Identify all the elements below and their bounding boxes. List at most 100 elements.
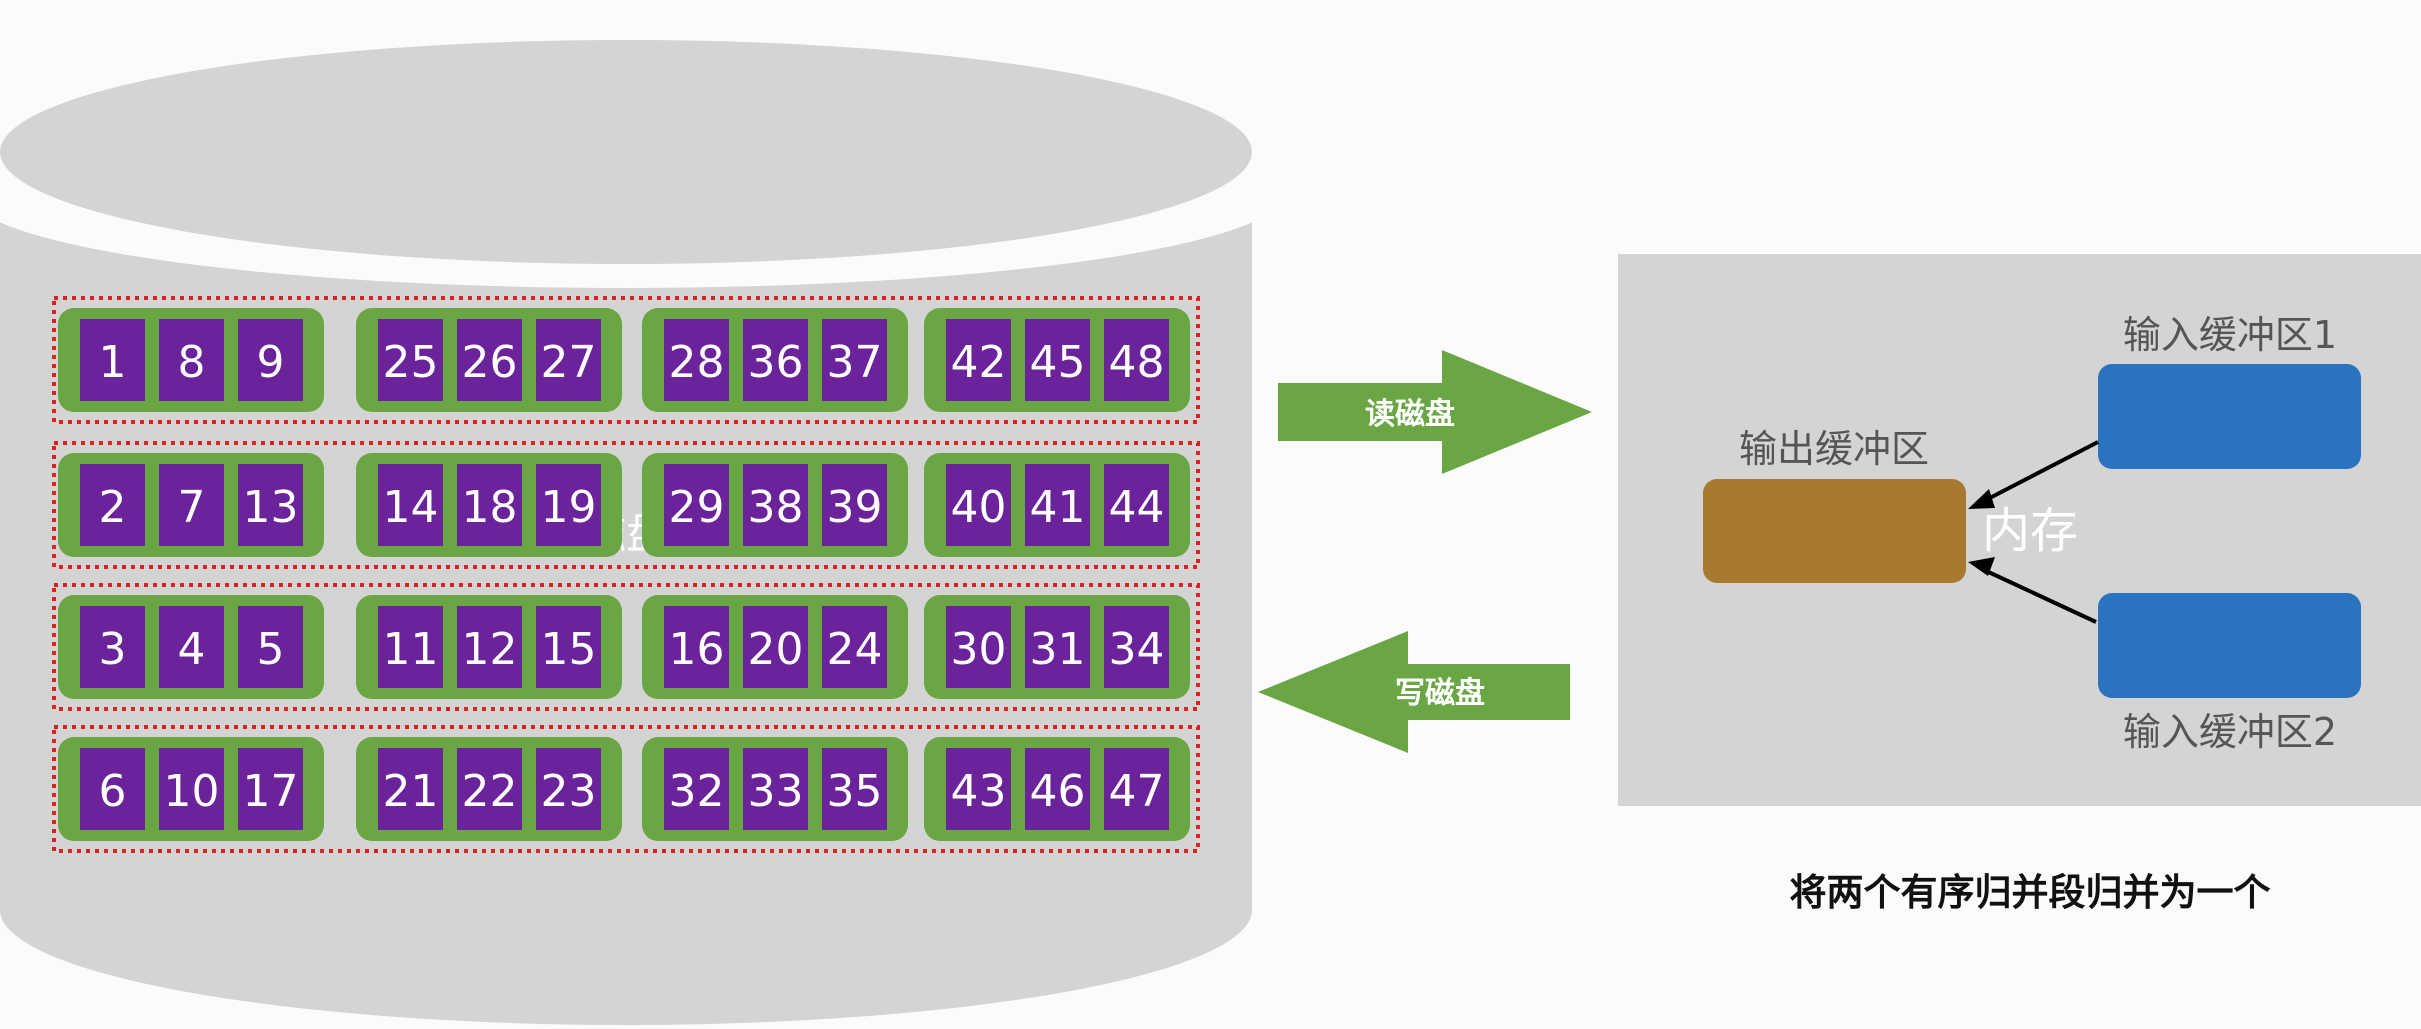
disk-row-border bbox=[52, 583, 1200, 711]
read-arrow-label: 读磁盘 bbox=[1365, 397, 1455, 432]
write-disk-arrow: 写磁盘 bbox=[1258, 631, 1570, 753]
record-cell bbox=[664, 319, 729, 401]
memory-label: 内存 bbox=[1982, 503, 2078, 559]
record-cell bbox=[536, 464, 601, 546]
record-cell bbox=[80, 606, 145, 688]
write-arrow-label: 写磁盘 bbox=[1395, 676, 1485, 711]
record-cell bbox=[1025, 319, 1090, 401]
record-cell bbox=[457, 606, 522, 688]
record-cell bbox=[536, 748, 601, 830]
input-buffer-1 bbox=[2098, 364, 2361, 469]
disk-rows: 1 8 9 25 26 27 28 36 37 42 45 482 7 13 14 18 19 29 38 39 40 4… bbox=[52, 296, 1200, 853]
merge-segment: 29 38 39 bbox=[642, 453, 908, 557]
write-arrow-shape bbox=[1258, 631, 1570, 753]
record-value: 20 bbox=[748, 624, 804, 675]
record-cell bbox=[159, 464, 224, 546]
record-cell bbox=[664, 748, 729, 830]
record-value: 9 bbox=[257, 337, 285, 388]
record-value: 46 bbox=[1030, 766, 1086, 817]
record-value: 28 bbox=[669, 337, 725, 388]
record-value: 47 bbox=[1109, 766, 1165, 817]
record-cell bbox=[457, 748, 522, 830]
record-value: 24 bbox=[827, 624, 883, 675]
record-value: 32 bbox=[669, 766, 725, 817]
input1-to-output-arrow bbox=[1981, 440, 2099, 504]
record-cell bbox=[457, 464, 522, 546]
record-value: 22 bbox=[462, 766, 518, 817]
input-buffer-1-label: 输入缓冲区1 bbox=[2123, 313, 2337, 357]
record-cell bbox=[159, 606, 224, 688]
merge-segment: 40 41 44 bbox=[924, 453, 1190, 557]
record-value: 8 bbox=[178, 337, 206, 388]
input2-to-output-arrow bbox=[1981, 567, 2097, 624]
record-value: 35 bbox=[827, 766, 883, 817]
record-value: 37 bbox=[827, 337, 883, 388]
record-value: 30 bbox=[951, 624, 1007, 675]
record-value: 16 bbox=[669, 624, 725, 675]
record-cell bbox=[664, 464, 729, 546]
record-cell bbox=[743, 748, 808, 830]
record-cell bbox=[1025, 464, 1090, 546]
memory-panel: 内存 输出缓冲区 输入缓冲区1 输入缓冲区2 bbox=[1618, 254, 2421, 806]
record-value: 31 bbox=[1030, 624, 1086, 675]
record-cell bbox=[378, 748, 443, 830]
record-cell bbox=[822, 464, 887, 546]
record-value: 23 bbox=[541, 766, 597, 817]
record-value: 13 bbox=[243, 482, 299, 533]
record-value: 11 bbox=[383, 624, 439, 675]
record-cell bbox=[238, 319, 303, 401]
record-value: 33 bbox=[748, 766, 804, 817]
output-buffer-label: 输出缓冲区 bbox=[1739, 427, 1929, 471]
read-arrow-shape bbox=[1278, 350, 1592, 474]
record-value: 27 bbox=[541, 337, 597, 388]
input2-arrowhead bbox=[1968, 557, 1995, 576]
merge-segment: 11 12 15 bbox=[356, 595, 622, 699]
record-value: 15 bbox=[541, 624, 597, 675]
record-cell bbox=[378, 606, 443, 688]
record-cell bbox=[664, 606, 729, 688]
record-cell bbox=[946, 464, 1011, 546]
record-cell bbox=[822, 748, 887, 830]
record-cell bbox=[1104, 606, 1169, 688]
record-value: 29 bbox=[669, 482, 725, 533]
record-cell bbox=[457, 319, 522, 401]
record-value: 36 bbox=[748, 337, 804, 388]
record-value: 43 bbox=[951, 766, 1007, 817]
read-disk-arrow: 读磁盘 bbox=[1278, 350, 1592, 474]
merge-segment: 25 26 27 bbox=[356, 308, 622, 412]
record-cell bbox=[80, 319, 145, 401]
merge-segment: 14 18 19 bbox=[356, 453, 622, 557]
record-value: 4 bbox=[178, 624, 206, 675]
record-cell bbox=[536, 606, 601, 688]
disk-row-border bbox=[52, 725, 1200, 853]
record-cell bbox=[946, 319, 1011, 401]
record-cell bbox=[238, 748, 303, 830]
record-value: 6 bbox=[99, 766, 127, 817]
record-cell bbox=[1104, 319, 1169, 401]
record-value: 21 bbox=[383, 766, 439, 817]
record-value: 48 bbox=[1109, 337, 1165, 388]
record-cell bbox=[378, 319, 443, 401]
record-value: 12 bbox=[462, 624, 518, 675]
record-value: 10 bbox=[164, 766, 220, 817]
record-cell bbox=[946, 748, 1011, 830]
record-value: 7 bbox=[178, 482, 206, 533]
record-cell bbox=[1025, 606, 1090, 688]
disk-top bbox=[0, 40, 1252, 264]
record-cell bbox=[159, 319, 224, 401]
merge-segment: 42 45 48 bbox=[924, 308, 1190, 412]
caption: 将两个有序归并段归并为一个 bbox=[1789, 871, 2271, 914]
record-cell bbox=[946, 606, 1011, 688]
record-value: 40 bbox=[951, 482, 1007, 533]
merge-segment: 28 36 37 bbox=[642, 308, 908, 412]
record-value: 45 bbox=[1030, 337, 1086, 388]
record-cell bbox=[536, 319, 601, 401]
record-cell bbox=[743, 606, 808, 688]
record-cell bbox=[159, 748, 224, 830]
record-cell bbox=[1104, 748, 1169, 830]
record-value: 38 bbox=[748, 482, 804, 533]
record-value: 1 bbox=[99, 337, 127, 388]
